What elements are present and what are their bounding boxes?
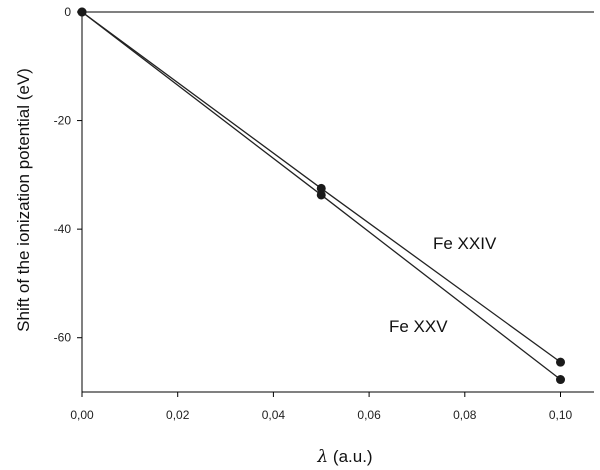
x-axis-symbol: λ (316, 447, 328, 467)
x-tick-label: 0,04 (262, 408, 286, 422)
data-point (316, 190, 326, 200)
data-point (316, 183, 326, 193)
y-axis-label: Shift of the ionization potential (eV) (14, 68, 33, 332)
series-label-fe-xxiv: Fe XXIV (433, 234, 497, 253)
x-tick-label: 0,02 (166, 408, 190, 422)
y-tick-label: -40 (54, 222, 72, 236)
y-tick-label: -20 (54, 114, 72, 128)
data-point (556, 375, 566, 385)
x-tick-label: 0,08 (453, 408, 477, 422)
x-tick-label: 0,00 (70, 408, 94, 422)
axes (81, 11, 594, 393)
x-tick-label: 0,10 (549, 408, 573, 422)
x-axis-label: λ (a.u.) (316, 447, 372, 467)
ticks: 0,00 0,02 0,04 0,06 0,08 0,10 0 -20 -40 -60 (54, 5, 573, 422)
x-axis-units: (a.u.) (328, 447, 372, 466)
data-point (77, 7, 87, 17)
series-markers (77, 7, 566, 385)
data-point (556, 357, 566, 367)
y-tick-label: -60 (54, 331, 72, 345)
y-tick-label: 0 (64, 5, 71, 19)
x-tick-label: 0,06 (357, 408, 381, 422)
series-label-fe-xxv: Fe XXV (389, 317, 448, 336)
